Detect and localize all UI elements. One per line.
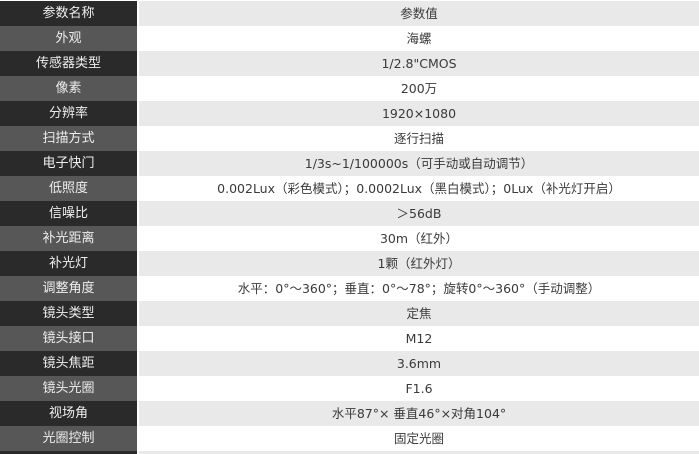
header-name: 参数名称 — [0, 1, 137, 26]
param-value: 逐行扫描 — [139, 126, 699, 151]
param-name: 分辨率 — [0, 101, 137, 126]
param-name: 低照度 — [0, 176, 137, 201]
table-row: 镜头接口 M12 — [0, 326, 699, 351]
param-name: 镜头类型 — [0, 301, 137, 326]
param-name: 传感器类型 — [0, 51, 137, 76]
param-name — [0, 451, 137, 454]
param-value: 1/2.8"CMOS — [139, 51, 699, 76]
param-name: 镜头光圈 — [0, 376, 137, 401]
table-row: 镜头焦距 3.6mm — [0, 351, 699, 376]
param-value: M12 — [139, 326, 699, 351]
param-name: 视场角 — [0, 401, 137, 426]
param-value: 30m（红外） — [139, 226, 699, 251]
param-value — [139, 451, 699, 454]
param-value: 0.002Lux（彩色模式）；0.0002Lux（黑白模式）；0Lux（补光灯开… — [139, 176, 699, 201]
param-name: 光圈控制 — [0, 426, 137, 451]
param-value: 水平87°× 垂直46°×对角104° — [139, 401, 699, 426]
param-value: F1.6 — [139, 376, 699, 401]
table-row: 信噪比 ＞56dB — [0, 201, 699, 226]
param-value: 1颗（红外灯） — [139, 251, 699, 276]
param-name: 信噪比 — [0, 201, 137, 226]
param-value: 1920×1080 — [139, 101, 699, 126]
table-row: 补光距离 30m（红外） — [0, 226, 699, 251]
param-value: 1/3s~1/100000s（可手动或自动调节） — [139, 151, 699, 176]
param-name: 镜头接口 — [0, 326, 137, 351]
table-row: 分辨率 1920×1080 — [0, 101, 699, 126]
param-value: 固定光圈 — [139, 426, 699, 451]
param-name: 补光灯 — [0, 251, 137, 276]
table-row: 镜头光圈 F1.6 — [0, 376, 699, 401]
param-name: 补光距离 — [0, 226, 137, 251]
param-name: 镜头焦距 — [0, 351, 137, 376]
param-name: 电子快门 — [0, 151, 137, 176]
table-row: 光圈控制 固定光圈 — [0, 426, 699, 451]
param-value: 海螺 — [139, 26, 699, 51]
table-row: 传感器类型 1/2.8"CMOS — [0, 51, 699, 76]
param-value: 3.6mm — [139, 351, 699, 376]
param-value: 定焦 — [139, 301, 699, 326]
table-row: 视场角 水平87°× 垂直46°×对角104° — [0, 401, 699, 426]
param-value: 200万 — [139, 76, 699, 101]
table-row: 镜头类型 定焦 — [0, 301, 699, 326]
param-value: ＞56dB — [139, 201, 699, 226]
table-row: 补光灯 1颗（红外灯） — [0, 251, 699, 276]
param-value: 水平：0°～360°；垂直：0°～78°；旋转0°～360°（手动调整） — [139, 276, 699, 301]
table-row: 调整角度 水平：0°～360°；垂直：0°～78°；旋转0°～360°（手动调整） — [0, 276, 699, 301]
header-value: 参数值 — [139, 1, 699, 26]
param-name: 调整角度 — [0, 276, 137, 301]
table-header-row: 参数名称 参数值 — [0, 1, 699, 26]
param-name: 像素 — [0, 76, 137, 101]
table-row: 像素 200万 — [0, 76, 699, 101]
table-row: 电子快门 1/3s~1/100000s（可手动或自动调节） — [0, 151, 699, 176]
table-row: 扫描方式 逐行扫描 — [0, 126, 699, 151]
table-row: 低照度 0.002Lux（彩色模式）；0.0002Lux（黑白模式）；0Lux（补… — [0, 176, 699, 201]
param-name: 外观 — [0, 26, 137, 51]
table-row-partial — [0, 451, 699, 454]
param-name: 扫描方式 — [0, 126, 137, 151]
table-row: 外观 海螺 — [0, 26, 699, 51]
